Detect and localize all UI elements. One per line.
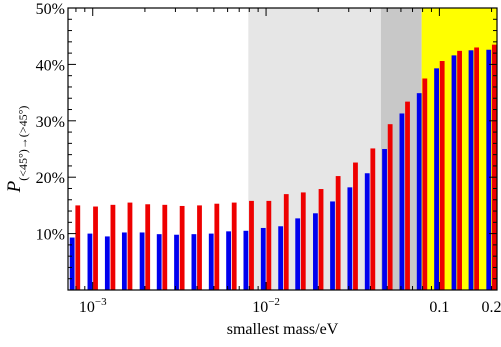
bar-s0-7 xyxy=(191,234,197,290)
bar-s1-17 xyxy=(370,148,376,290)
bar-s0-10 xyxy=(243,230,249,290)
bar-s1-18 xyxy=(387,124,393,291)
bar-s1-6 xyxy=(179,205,185,290)
bar-s1-14 xyxy=(318,189,324,290)
plot-frame xyxy=(67,7,498,291)
bar-s0-20 xyxy=(416,93,422,290)
tick-labels: 10% 20% 30% 40% 50% 10−3 10−2 0.1 0.2 xyxy=(36,1,501,316)
y-tick-label-0: 10% xyxy=(36,227,65,244)
bar-s1-12 xyxy=(283,194,289,290)
bar-s0-19 xyxy=(399,113,405,290)
bar-s1-21 xyxy=(439,61,445,291)
y-tick-label-4: 50% xyxy=(36,1,65,18)
bar-s1-22 xyxy=(457,50,462,290)
bar-s0-12 xyxy=(278,226,284,290)
bar-s0-6 xyxy=(174,234,179,290)
bar-s0-13 xyxy=(295,218,301,290)
x-tick-label-1: 10−2 xyxy=(252,296,280,316)
x-tick-label-2: 0.1 xyxy=(429,299,449,316)
bar-s1-3 xyxy=(127,202,133,290)
y-axis-label-subscript: (<45°)→(>45°) xyxy=(16,106,30,181)
bar-s0-0 xyxy=(69,237,75,290)
bar-s1-4 xyxy=(145,204,151,290)
bar-s0-14 xyxy=(313,213,318,290)
bar-s1-10 xyxy=(249,200,254,290)
bar-s0-22 xyxy=(451,55,457,290)
bar-s1-2 xyxy=(110,204,116,290)
bar-s0-24 xyxy=(486,49,492,291)
bar-s0-21 xyxy=(434,68,439,291)
y-axis-label-main: P xyxy=(4,180,25,193)
bar-s1-8 xyxy=(214,203,220,290)
bar-s1-24 xyxy=(491,44,497,290)
bar-s0-4 xyxy=(139,232,145,290)
bar-s0-2 xyxy=(104,236,110,290)
x-tick-label-0: 10−3 xyxy=(79,296,107,316)
bar-s1-0 xyxy=(75,205,81,290)
y-tick-label-3: 40% xyxy=(36,57,65,74)
bar-s0-9 xyxy=(226,231,231,290)
bar-s0-16 xyxy=(347,187,353,290)
bar-s0-5 xyxy=(156,234,162,290)
y-tick-label-2: 30% xyxy=(36,114,65,131)
bar-s1-16 xyxy=(353,162,358,290)
bar-s1-11 xyxy=(266,200,272,290)
bar-s0-18 xyxy=(382,149,387,290)
bar-s0-8 xyxy=(208,233,214,290)
y-axis-label: P(<45°)→(>45°) xyxy=(4,106,30,194)
bar-s0-11 xyxy=(260,227,266,290)
bar-s1-23 xyxy=(474,47,480,291)
x-axis-label: smallest mass/eV xyxy=(227,321,339,338)
bar-s1-1 xyxy=(93,206,98,290)
bar-s1-13 xyxy=(300,192,306,290)
bar-s0-1 xyxy=(87,233,93,290)
bars xyxy=(69,44,497,291)
ticks xyxy=(68,7,497,291)
bar-s1-20 xyxy=(422,78,428,290)
bar-s1-5 xyxy=(162,204,168,290)
y-tick-label-1: 20% xyxy=(36,170,65,187)
bar-s1-7 xyxy=(197,205,202,290)
bar-s0-3 xyxy=(121,232,127,290)
bar-s0-15 xyxy=(330,201,335,290)
x-tick-label-3: 0.2 xyxy=(482,299,501,316)
bar-s1-9 xyxy=(231,202,237,290)
bar-s0-23 xyxy=(468,50,474,290)
bar-s0-17 xyxy=(364,173,370,290)
bar-s1-19 xyxy=(405,101,410,291)
bar-s1-15 xyxy=(335,176,341,290)
